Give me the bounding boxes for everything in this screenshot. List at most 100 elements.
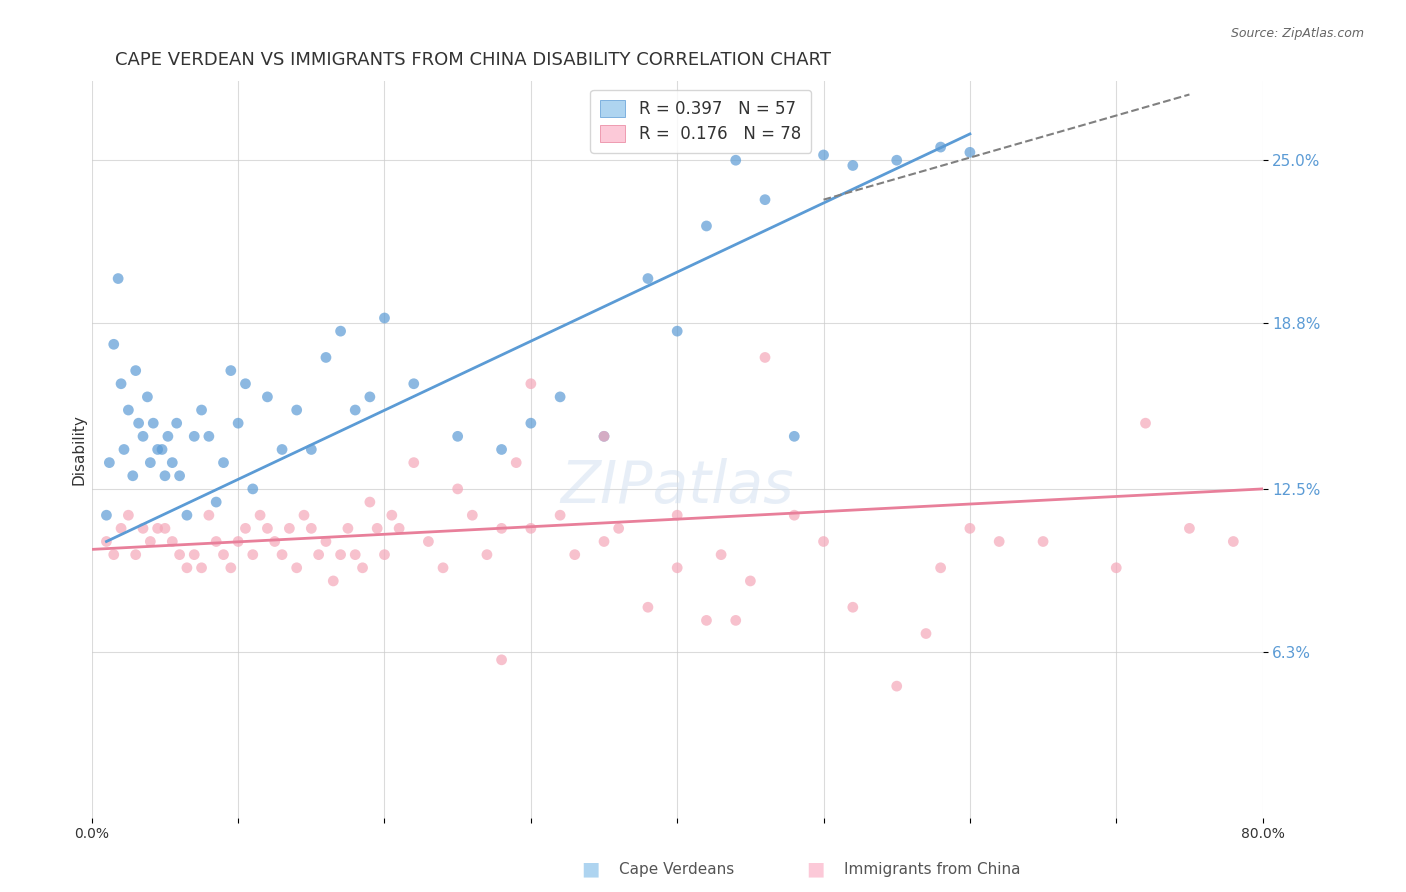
Point (98, 456, 121, 470)
Point (271, 442, 294, 457)
Point (198, 508, 221, 523)
Point (212, 548, 235, 562)
Point (1032, 534, 1054, 549)
Point (607, 521, 630, 535)
Point (637, 600, 659, 615)
Point (783, 429, 806, 443)
Point (198, 429, 221, 443)
Point (359, 390, 381, 404)
Point (256, 390, 278, 404)
Point (373, 311, 395, 326)
Point (242, 548, 264, 562)
Point (548, 390, 571, 404)
Text: Immigrants from China: Immigrants from China (844, 863, 1021, 877)
Point (278, 521, 301, 535)
Point (169, 548, 191, 562)
Point (226, 534, 249, 549)
Point (724, 614, 747, 628)
Point (491, 521, 513, 535)
Point (505, 456, 527, 470)
Point (285, 403, 308, 417)
Point (710, 548, 733, 562)
Point (308, 548, 330, 562)
Point (103, 548, 125, 562)
Point (205, 534, 228, 549)
Text: ■: ■ (581, 859, 600, 878)
Point (190, 561, 212, 575)
Point (432, 561, 454, 575)
Point (593, 429, 616, 443)
Point (366, 521, 388, 535)
Point (103, 337, 125, 351)
Point (146, 442, 169, 457)
Point (139, 534, 162, 549)
Point (418, 534, 440, 549)
Point (593, 429, 616, 443)
Point (886, 679, 908, 693)
Point (299, 521, 322, 535)
Point (1222, 534, 1244, 549)
Point (520, 521, 543, 535)
Point (132, 429, 155, 443)
Point (285, 561, 308, 575)
Point (475, 548, 498, 562)
Point (156, 429, 179, 443)
Point (381, 508, 404, 523)
Point (959, 145, 981, 160)
Point (183, 429, 205, 443)
Point (315, 351, 337, 365)
Point (1105, 561, 1128, 575)
Point (153, 468, 176, 483)
Point (447, 429, 470, 443)
Point (166, 416, 188, 430)
Point (226, 416, 249, 430)
Point (150, 442, 173, 457)
Point (142, 416, 165, 430)
Point (242, 482, 264, 496)
Point (388, 521, 411, 535)
Point (190, 403, 212, 417)
Point (336, 521, 359, 535)
Point (256, 521, 278, 535)
Point (249, 508, 271, 523)
Point (125, 363, 148, 377)
Text: CAPE VERDEAN VS IMMIGRANTS FROM CHINA DISABILITY CORRELATION CHART: CAPE VERDEAN VS IMMIGRANTS FROM CHINA DI… (115, 51, 831, 69)
Point (988, 534, 1011, 549)
Point (205, 495, 228, 509)
Point (112, 442, 135, 457)
Point (235, 376, 257, 391)
Point (1178, 521, 1201, 535)
Point (666, 508, 689, 523)
Point (754, 351, 776, 365)
Point (110, 521, 132, 535)
Point (724, 153, 747, 168)
Legend: R = 0.397   N = 57, R =  0.176   N = 78: R = 0.397 N = 57, R = 0.176 N = 78 (591, 90, 811, 153)
Point (886, 153, 908, 168)
Point (299, 442, 322, 457)
Point (219, 363, 242, 377)
Point (219, 561, 242, 575)
Point (959, 521, 981, 535)
Point (637, 271, 659, 285)
Text: Cape Verdeans: Cape Verdeans (619, 863, 734, 877)
Point (813, 148, 835, 162)
Point (96, 534, 118, 549)
Point (548, 508, 571, 523)
Point (132, 521, 155, 535)
Point (344, 548, 367, 562)
Point (813, 534, 835, 549)
Point (329, 324, 352, 338)
Point (564, 548, 586, 562)
Point (162, 456, 184, 470)
Point (842, 600, 865, 615)
Point (695, 614, 717, 628)
Point (520, 376, 543, 391)
Point (315, 534, 337, 549)
Point (162, 534, 184, 549)
Point (117, 508, 139, 523)
Text: ZIPatlas: ZIPatlas (561, 458, 794, 515)
Point (447, 482, 470, 496)
Point (461, 508, 484, 523)
Point (146, 521, 169, 535)
Text: Source: ZipAtlas.com: Source: ZipAtlas.com (1230, 27, 1364, 40)
